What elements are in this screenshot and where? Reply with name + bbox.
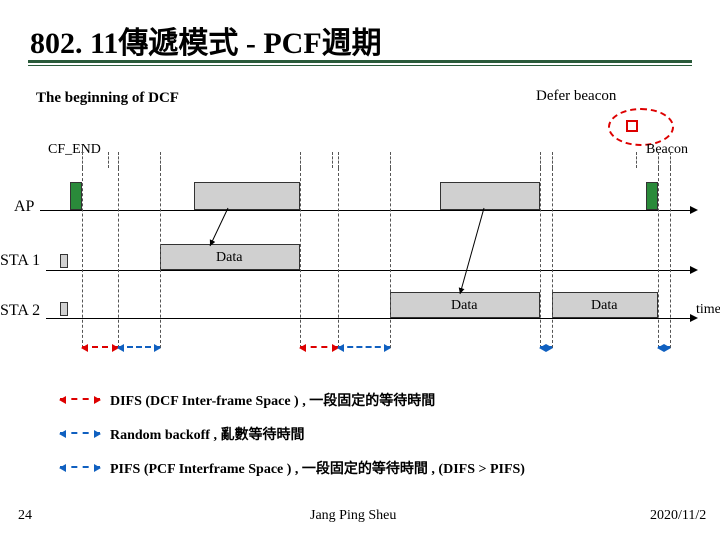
ap-timeline: [40, 210, 690, 211]
tick-mark: [108, 152, 109, 168]
interval-arrow-blue: [338, 346, 390, 348]
interval-arrow-blue: [540, 346, 552, 348]
tick-mark: [82, 152, 83, 168]
slide-number: 24: [18, 508, 32, 524]
sta1-arrowhead: [690, 266, 698, 274]
sta1-label: STA 1: [0, 252, 40, 270]
sta2-block: [60, 302, 68, 316]
tick-mark: [390, 152, 391, 168]
vertical-guide: [658, 168, 659, 348]
sta1-block: [60, 254, 68, 268]
beginning-of-dcf-label: The beginning of DCF: [36, 90, 179, 107]
defer-beacon-circle: [608, 108, 674, 146]
vertical-guide: [300, 168, 301, 348]
tick-mark: [552, 152, 553, 168]
tick-mark: [118, 152, 119, 168]
vertical-guide: [118, 168, 119, 348]
legend-pifs-text: PIFS (PCF Interframe Space ) , 一段固定的等待時間…: [110, 458, 670, 478]
vertical-guide: [552, 168, 553, 348]
ap-cf-block: [646, 182, 658, 210]
tick-mark: [670, 152, 671, 168]
legend-difs-arrow: [60, 398, 100, 400]
tick-mark: [338, 152, 339, 168]
date-label: 2020/11/2: [650, 508, 706, 524]
sta2-timeline: [46, 318, 690, 319]
sta2-label: STA 2: [0, 302, 40, 320]
legend-difs-text: DIFS (DCF Inter-frame Space ) , 一段固定的等待時…: [110, 390, 435, 410]
sta1-timeline: [46, 270, 690, 271]
interval-arrow-blue: [658, 346, 670, 348]
author-name: Jang Ping Sheu: [310, 508, 396, 524]
title-underline-thin: [28, 65, 692, 66]
tick-mark: [658, 152, 659, 168]
ap-data-block: [440, 182, 540, 210]
vertical-guide: [540, 168, 541, 348]
legend-backoff-text: Random backoff , 亂數等待時間: [110, 424, 304, 444]
ap-label: AP: [14, 198, 34, 216]
ap-cf-block: [70, 182, 82, 210]
title-underline: [28, 60, 692, 63]
page-title: 802. 11傳遞模式 - PCF週期: [30, 18, 382, 62]
legend-backoff-arrow: [60, 432, 100, 434]
interval-arrow-red: [82, 346, 118, 348]
cf-end-label: CF_END: [48, 142, 101, 158]
vertical-guide: [390, 168, 391, 348]
vertical-guide: [160, 168, 161, 348]
tick-mark: [300, 152, 301, 168]
interval-arrow-red: [300, 346, 338, 348]
tick-mark: [540, 152, 541, 168]
ap-data-block: [194, 182, 300, 210]
data-label: Data: [591, 298, 617, 314]
interval-arrow-blue: [118, 346, 160, 348]
data-label: Data: [451, 298, 477, 314]
vertical-guide: [670, 168, 671, 348]
tick-mark: [160, 152, 161, 168]
vertical-guide: [338, 168, 339, 348]
beacon-label: Beacon: [646, 142, 688, 158]
data-label: Data: [216, 250, 242, 266]
legend-pifs-arrow: [60, 466, 100, 468]
defer-beacon-label: Defer beacon: [536, 88, 616, 105]
tick-mark: [332, 152, 333, 168]
vertical-guide: [82, 168, 83, 348]
tick-mark: [636, 152, 637, 168]
deferred-beacon-marker: [626, 120, 638, 132]
ap-arrowhead: [690, 206, 698, 214]
time-label: time: [696, 302, 720, 318]
